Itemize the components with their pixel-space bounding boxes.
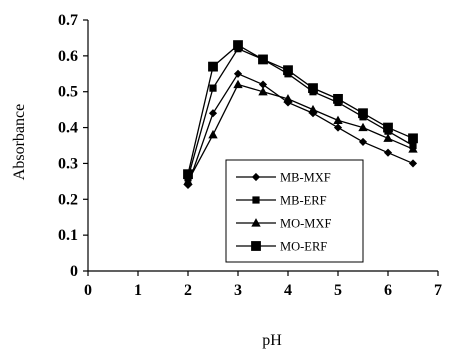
legend-item: MO-MXF <box>236 217 331 231</box>
data-point <box>333 93 343 104</box>
data-point <box>383 122 393 133</box>
data-point <box>258 86 268 96</box>
data-point <box>408 144 418 153</box>
data-point <box>358 122 368 132</box>
data-point <box>209 84 217 92</box>
legend-label: MB-MXF <box>280 171 331 185</box>
axes: 0 1 2 3 4 5 6 7 0 0.1 0.2 0.3 0.4 0.5 0.6 0.7 <box>58 12 442 299</box>
y-tick-label: 0 <box>70 263 78 280</box>
legend-marker <box>252 196 260 204</box>
x-tick-label: 1 <box>134 282 142 299</box>
legend: MB-MXF MB-ERF MO-MXF MO-ERF <box>225 159 364 263</box>
x-tick-label: 3 <box>234 282 242 299</box>
legend-item: MO-ERF <box>236 240 327 254</box>
x-tick-label: 7 <box>434 282 442 299</box>
x-tick-label: 0 <box>84 282 92 299</box>
series-line <box>187 72 414 186</box>
legend-label: MB-ERF <box>280 194 327 208</box>
y-tick-label: 0.6 <box>58 48 78 65</box>
data-point <box>208 129 218 139</box>
y-tick-label: 0.5 <box>58 84 78 101</box>
legend-label: MO-MXF <box>280 217 331 231</box>
series-mo-erf <box>183 40 418 180</box>
legend-item: MB-MXF <box>236 171 331 185</box>
data-point <box>233 79 243 89</box>
legend-item: MB-ERF <box>236 194 327 208</box>
data-series <box>183 40 418 190</box>
data-point <box>333 123 343 132</box>
data-point <box>233 69 243 78</box>
x-axis-title: pH <box>262 332 282 349</box>
data-point <box>408 159 418 168</box>
data-point <box>258 54 268 65</box>
data-point <box>308 104 318 114</box>
y-tick-label: 0.3 <box>58 155 78 172</box>
data-point <box>308 83 318 94</box>
x-tick-label: 5 <box>334 282 342 299</box>
x-tick-label: 4 <box>284 282 292 299</box>
y-tick-label: 0.7 <box>58 12 78 29</box>
y-axis-title: Absorbance <box>11 104 28 180</box>
legend-marker <box>251 241 261 251</box>
x-tick-label: 6 <box>384 282 392 299</box>
x-tick-label: 2 <box>184 282 192 299</box>
data-point <box>358 137 368 146</box>
data-point <box>183 169 193 180</box>
data-point <box>208 109 218 118</box>
data-point <box>183 176 193 185</box>
series-line <box>187 83 414 182</box>
data-point <box>383 133 393 142</box>
data-point <box>233 40 243 50</box>
data-point <box>283 65 293 76</box>
data-point <box>383 148 393 157</box>
data-point <box>408 133 418 144</box>
legend-label: MO-ERF <box>280 240 327 254</box>
data-point <box>333 115 343 124</box>
legend-marker <box>251 218 261 227</box>
series-line <box>187 44 414 175</box>
data-point <box>358 108 368 119</box>
data-point <box>208 61 218 72</box>
y-tick-label: 0.4 <box>58 120 78 137</box>
legend-marker <box>251 172 261 182</box>
y-tick-label: 0.1 <box>58 227 78 244</box>
y-tick-label: 0.2 <box>58 191 78 208</box>
series-mo-mxf <box>183 79 418 185</box>
series-line <box>187 47 414 178</box>
data-point <box>283 94 293 103</box>
